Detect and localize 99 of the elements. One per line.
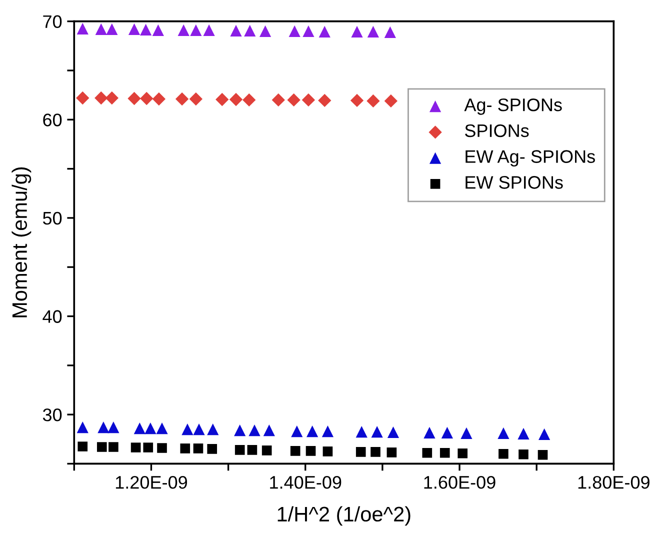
point [518,428,530,440]
y-tick-label: 50 [42,212,62,225]
legend-label: SPIONs [465,124,529,138]
legend-label: EW Ag- SPIONs [466,150,595,167]
point [441,426,453,439]
y-tick-label: 60 [43,114,62,126]
legend-label: Ag- SPIONs [464,98,562,115]
point [94,91,108,105]
point [152,24,164,36]
point [108,442,118,452]
point [322,425,334,438]
point [175,92,189,106]
point [98,422,110,434]
x-tick-label: 1.20E-09 [116,476,188,489]
point [422,448,432,458]
x-tick-label: 1.60E-09 [424,476,496,489]
point [302,25,314,37]
point [105,91,118,105]
point [180,444,190,454]
point [76,91,90,105]
point [384,26,396,38]
point [157,443,167,453]
y-tick-label: 30 [42,408,62,422]
point [371,426,383,438]
point [351,26,363,38]
point [440,448,450,458]
point [76,22,88,35]
point [498,448,508,459]
point [128,23,140,35]
point [152,92,166,106]
point [248,424,260,436]
x-tick-label: 1.40E-09 [270,476,342,489]
point [143,442,154,452]
point [387,426,400,438]
point [538,450,548,460]
point [272,93,285,107]
point [242,93,256,107]
y-tick-label: 70 [43,15,62,28]
point [230,24,242,36]
point [247,445,258,455]
point [262,446,272,456]
point [140,24,152,36]
point [144,422,156,434]
point [193,423,205,436]
x-tick-label: 1.80E-09 [578,476,650,489]
point [76,422,88,434]
point [193,444,204,454]
point [128,92,141,106]
point [182,423,194,436]
point [216,92,229,106]
x-axis-title: 1/H^2 (1/oe^2) [278,506,410,526]
point [78,442,88,452]
point [134,422,146,434]
point [306,446,316,456]
point [156,422,168,434]
point [291,425,303,438]
point [207,444,218,454]
point [108,422,120,434]
point [234,445,245,455]
point [350,94,364,108]
point [498,427,510,440]
point [306,425,318,438]
point [384,94,398,108]
point [234,424,246,436]
point [318,94,332,108]
point [96,442,107,452]
point [460,427,472,440]
point [356,426,368,438]
point [130,442,141,452]
point [458,448,468,458]
point [140,92,154,106]
y-tick-label: 40 [42,310,62,323]
point [106,23,118,35]
point [287,93,300,107]
point [366,94,380,108]
point [207,423,219,436]
point [386,447,397,458]
point [322,446,333,456]
point [178,24,190,36]
point [538,428,550,440]
point [318,26,330,38]
point [518,449,528,460]
point [356,447,366,457]
point [189,92,203,106]
point [290,446,300,456]
point [288,25,300,37]
point [244,24,256,36]
point [370,447,380,457]
point [424,426,436,439]
point [302,93,316,107]
point [263,424,275,436]
y-axis-title: Moment (emu/g) [12,167,32,318]
point [190,24,202,36]
point [95,23,107,35]
point [367,26,380,38]
point [203,24,215,36]
point [259,25,272,37]
point [229,92,243,106]
legend-label: EW SPIONs [466,176,563,189]
